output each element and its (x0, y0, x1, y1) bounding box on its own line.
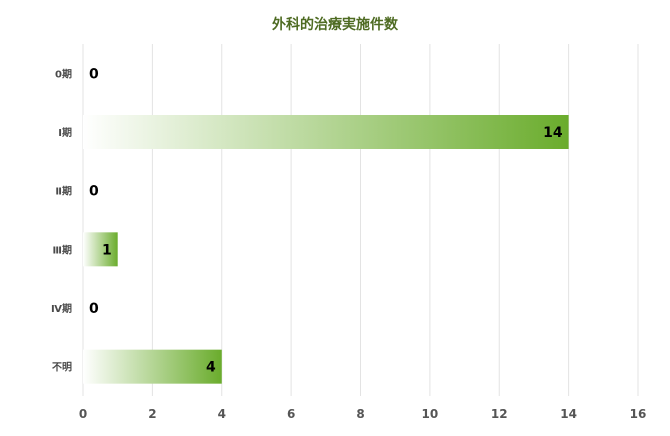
x-tick-label: 6 (287, 407, 295, 421)
gridlines (82, 44, 639, 396)
data-label: 0 (89, 66, 99, 82)
data-labels: 0 14 0 1 0 4 (89, 66, 563, 375)
data-label: 1 (102, 242, 112, 258)
bar (83, 232, 118, 267)
data-label: 4 (206, 360, 216, 376)
bars (83, 115, 569, 384)
data-label: 0 (89, 301, 99, 317)
x-tick-labels: 0 2 4 6 8 10 12 14 16 (79, 407, 647, 421)
category-label: Ⅲ期 (53, 243, 72, 256)
bar (83, 115, 569, 149)
category-label: 不明 (52, 362, 72, 374)
x-tick-label: 8 (356, 407, 364, 421)
category-label: Ⅱ期 (55, 185, 72, 198)
bar (83, 349, 222, 384)
x-tick-label: 12 (491, 407, 508, 421)
x-tick-label: 14 (560, 407, 577, 421)
x-tick-label: 0 (79, 407, 87, 421)
x-tick-label: 16 (630, 407, 647, 421)
category-label: Ⅰ期 (58, 126, 72, 139)
data-label: 0 (89, 184, 99, 200)
chart-title: 外科的治療実施件数 (272, 17, 398, 33)
x-tick-label: 2 (148, 407, 156, 421)
x-tick-label: 4 (218, 407, 226, 421)
x-tick-label: 10 (422, 407, 439, 421)
category-label: 0期 (55, 67, 72, 80)
data-label: 14 (543, 125, 563, 141)
category-label: Ⅳ期 (51, 302, 72, 315)
